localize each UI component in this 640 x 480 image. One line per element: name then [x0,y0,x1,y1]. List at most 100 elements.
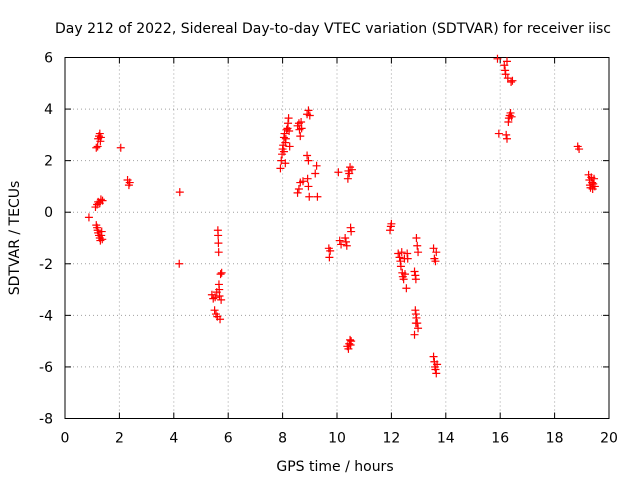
data-point [175,188,184,197]
data-point [590,182,599,191]
data-point [402,284,411,293]
data-point [210,306,219,315]
data-point [92,143,101,152]
data-point [214,248,223,257]
chart-title: Day 212 of 2022, Sidereal Day-to-day VTE… [55,21,611,37]
x-tick-label: 16 [491,431,509,447]
y-tick-label: -2 [39,257,53,273]
data-point [433,360,442,369]
data-point [125,178,134,187]
data-point [294,185,303,194]
data-point [285,126,294,135]
data-point [399,275,408,284]
data-point [590,174,599,183]
data-point [116,143,125,152]
data-point [93,142,102,151]
x-axis-label: GPS time / hours [276,459,393,475]
data-point [410,330,419,339]
data-point [432,369,441,378]
x-tick-label: 4 [169,431,178,447]
data-point [397,248,406,257]
data-point [284,114,293,123]
data-point [96,236,105,245]
data-point [276,164,285,173]
data-point [431,257,440,266]
x-tick-label: 14 [437,431,455,447]
data-point [313,192,322,201]
x-tick-label: 10 [328,431,346,447]
data-point [506,108,515,117]
data-point [508,76,517,85]
data-point [209,294,218,303]
data-point [503,57,511,66]
data-point [97,227,106,236]
data-point [96,195,105,204]
data-point [296,132,305,141]
data-point [507,77,516,86]
data-point [304,156,313,165]
data-point [432,248,441,257]
data-point [501,70,510,79]
data-point [95,129,104,138]
data-point [305,111,314,120]
data-point [401,270,409,279]
data-point [277,156,286,165]
data-point [84,213,93,222]
y-tick-label: 0 [44,205,53,221]
data-point [98,196,107,205]
data-point [211,293,220,302]
y-axis-label: SDTVAR / TECUs [7,181,23,296]
data-point [281,134,290,143]
y-tick-label: 4 [44,102,53,118]
data-point [347,227,356,236]
data-point [304,182,313,191]
x-tick-label: 6 [224,431,233,447]
data-point [312,161,321,170]
x-tick-label: 20 [600,431,618,447]
x-tick-label: 0 [61,431,70,447]
data-point [305,192,314,201]
data-point [494,129,503,138]
data-point [285,142,294,151]
y-tick-label: -6 [39,360,53,376]
data-point [341,234,350,242]
data-point [297,124,306,133]
data-point [325,253,334,262]
data-point [413,241,422,250]
data-point [342,241,351,250]
data-point [175,259,184,268]
data-point [311,169,320,178]
data-point [98,235,107,244]
data-point [493,54,502,63]
grid-lines [65,57,609,419]
data-point [303,174,312,183]
data-point [502,130,511,139]
data-point [411,319,420,328]
data-point [414,324,423,333]
data-point [403,254,412,263]
data-point [334,168,343,177]
data-point [303,151,312,160]
data-point [299,177,307,186]
data-point [214,239,223,248]
data-point [295,125,304,134]
y-tick-label: 2 [44,154,53,170]
data-point [396,262,405,271]
data-point [341,237,350,246]
data-point [293,188,302,197]
data-point [410,267,419,276]
data-point [217,295,226,304]
data-point [326,246,335,255]
data-point [96,137,105,146]
data-point [347,165,356,174]
data-point [216,315,225,324]
data-point [217,268,226,277]
data-point [343,174,352,183]
x-tick-label: 8 [278,431,287,447]
y-tick-label: -4 [39,308,53,324]
data-point [575,145,584,154]
data-point [216,270,225,279]
data-point [304,106,313,115]
data-point [507,112,516,121]
